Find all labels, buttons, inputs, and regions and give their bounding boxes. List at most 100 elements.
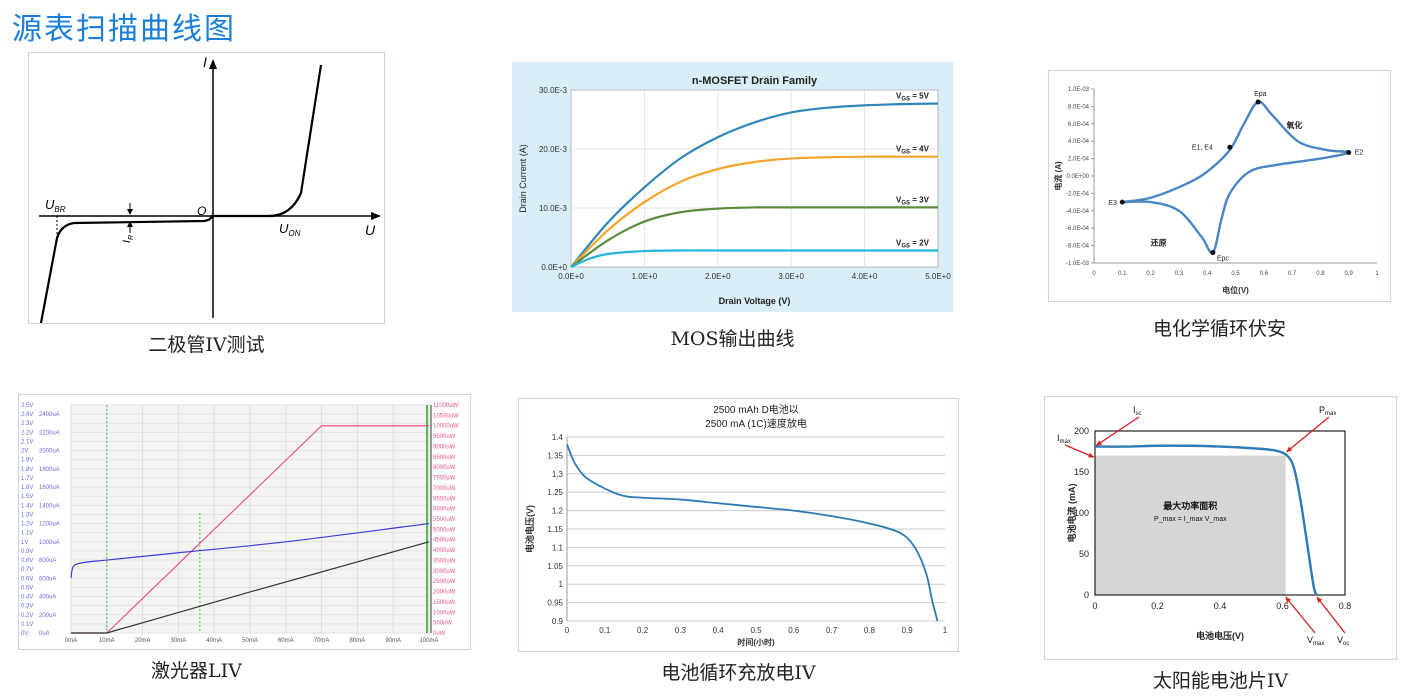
annotation-pmax-formula: P_max = I_max V_max (1154, 516, 1227, 523)
y-tick-label: -8.0E-04 (1066, 244, 1090, 250)
y-tick-label-p: 6500uW (433, 496, 456, 502)
y-tick-label: 6.0E-04 (1068, 122, 1090, 128)
cv-point-label: E1, E4 (1192, 144, 1213, 151)
x-tick-label: 90mA (385, 638, 401, 644)
y-tick-label: 30.0E-3 (539, 86, 568, 95)
x-tick-label: 0.2 (637, 626, 649, 635)
mos-output-chart: 0.0E+0 1.0E+0 2.0E+0 3.0E+0 4.0E+0 5.0E+0 0.0E… (518, 75, 951, 306)
y-tick-label: 1.35 (547, 451, 563, 460)
y-tick-label-p: 11000uW (433, 403, 459, 409)
x-axis-label: Drain Voltage (V) (719, 296, 791, 306)
y-tick-label-p: 0uW (433, 631, 446, 637)
y-tick-label-a: 600uA (39, 576, 56, 582)
y-tick-label: 0.95 (547, 599, 563, 608)
laser-liv-chart: 0mA 10mA 20mA 30mA 40mA 50mA 60mA 70mA 80mA 90mA 1… (21, 403, 459, 644)
x-tick-label: 0.3 (1175, 271, 1184, 277)
annotation-ubr: UBR (45, 197, 66, 214)
y-tick-label-p: 7000uW (433, 486, 456, 492)
x-axis-label: U (365, 222, 376, 238)
x-tick-label: 5.0E+0 (925, 272, 951, 281)
arrow-pmax-head (1286, 446, 1293, 452)
y-tick-label-v: 1.5V (21, 494, 33, 500)
x-tick-label: 0.8 (864, 626, 876, 635)
x-tick-label: 100mA (419, 638, 438, 644)
x-tick-label: 2.0E+0 (705, 272, 731, 281)
y-tick-label: 1.05 (547, 562, 563, 571)
cv-point-label: Epa (1254, 91, 1267, 98)
y-tick-label-v: 1.3V (21, 512, 33, 518)
caption-cv: 电化学循环伏安 (1152, 318, 1286, 340)
caption-battery: 电池循环充放电IV (661, 662, 816, 684)
x-tick-label: 4.0E+0 (852, 272, 878, 281)
y-tick-label: 1.1 (552, 543, 564, 552)
y-tick-label-v: 1.7V (21, 476, 33, 482)
series-line-2 (570, 155, 938, 268)
solar-chart: 0 50 100 150 200 0 0.2 0.4 0.6 0.8 电池电压(V) 电池电流 (mA… (1057, 405, 1351, 647)
x-tick-label: 60mA (278, 638, 294, 644)
ir-arrowhead-top (127, 209, 133, 215)
voltage-line (70, 522, 430, 579)
x-tick-label: 0.5 (1231, 271, 1240, 277)
y-tick-label-p: 4000uW (433, 548, 456, 554)
y-tick-label-a: 400uA (39, 595, 56, 601)
cv-point-label: E3 (1108, 200, 1117, 207)
cv-point-Epc (1210, 250, 1216, 256)
annotation-pmax: Pmax (1319, 405, 1336, 417)
y-tick-label-a: 2200uA (39, 430, 60, 436)
y-tick-label-v: 2V (21, 449, 28, 455)
y-tick-label-p: 10000uW (433, 424, 459, 430)
arrow-voc (1316, 596, 1346, 634)
laser-liv-panel: 0mA 10mA 20mA 30mA 40mA 50mA 60mA 70mA 80mA 90mA 1… (18, 394, 471, 650)
y-tick-label-p: 10500uW (433, 413, 459, 419)
caption-laser: 激光器LIV (151, 660, 242, 682)
annotation-oxidation: 氧化 (1285, 120, 1302, 130)
x-tick-label: 80mA (350, 638, 366, 644)
x-tick-label: 0.0E+0 (558, 272, 584, 281)
annotation-isc: Isc (1133, 405, 1142, 417)
y-tick-label-v: 2.1V (21, 439, 33, 445)
caption-diode: 二极管IV测试 (148, 334, 265, 356)
y-tick-label: -1.0E-03 (1066, 261, 1090, 267)
y-tick-label-v: 1.8V (21, 467, 33, 473)
arrow-isc (1095, 416, 1140, 447)
annotation-uon: UON (279, 221, 301, 238)
annotation-origin: O (197, 204, 206, 218)
iv-curve (1094, 444, 1318, 596)
y-tick-label: 8.0E-04 (1068, 104, 1090, 110)
y-tick-label-p: 9000uW (433, 444, 456, 450)
y-tick-label: -6.0E-04 (1066, 226, 1090, 232)
x-tick-label: 0.6 (788, 626, 800, 635)
y-tick-label-v: 1.1V (21, 531, 33, 537)
cv-panel: 0 0.1 0.2 0.3 0.4 0.5 0.6 0.7 0.8 0.9 1 -1.0E-03 -8.… (1048, 70, 1391, 302)
y-tick-label: 1.0E-03 (1068, 87, 1090, 93)
x-axis-label: 时间(小时) (737, 637, 775, 647)
y-tick-label-v: 0.2V (21, 613, 33, 619)
x-tick-label: 1 (943, 626, 948, 635)
y-tick-label-v: 1.9V (21, 458, 33, 464)
diode-iv-chart: I U UBR O UON IR (39, 54, 381, 324)
arrow-voc-head (1316, 597, 1323, 603)
battery-panel: 2500 mAh D电池以 2500 mA (1C)速度放电 0.9 0.95 1 1.0… (518, 398, 959, 652)
x-tick-label: 0.4 (1203, 271, 1212, 277)
y-tick-label: -4.0E-04 (1066, 209, 1090, 215)
x-tick-label: 0.2 (1146, 271, 1155, 277)
y-tick-label-v: 1.6V (21, 485, 33, 491)
y-tick-label-a: 1400uA (39, 503, 60, 509)
x-tick-label: 0 (1092, 601, 1097, 611)
y-tick-label-p: 9500uW (433, 434, 456, 440)
x-tick-label: 30mA (171, 638, 187, 644)
y-tick-label-p: 5000uW (433, 527, 456, 533)
y-tick-label: 100 (1074, 508, 1089, 518)
y-tick-label: 1 (559, 580, 564, 589)
y-tick-label-v: 2.4V (21, 412, 33, 418)
cv-point-E3 (1119, 199, 1125, 205)
series-line-1 (570, 102, 939, 268)
cv-point-E2 (1346, 150, 1352, 156)
y-tick-label-a: 1800uA (39, 467, 60, 473)
y-axis-arrow (209, 59, 217, 69)
y-tick-label-v: 0.7V (21, 567, 33, 573)
discharge-curve (566, 444, 939, 622)
arrow-vmax-head (1285, 597, 1292, 603)
series-label-2: VGS = 4V (896, 145, 930, 156)
y-tick-label-a: 1200uA (39, 522, 60, 528)
